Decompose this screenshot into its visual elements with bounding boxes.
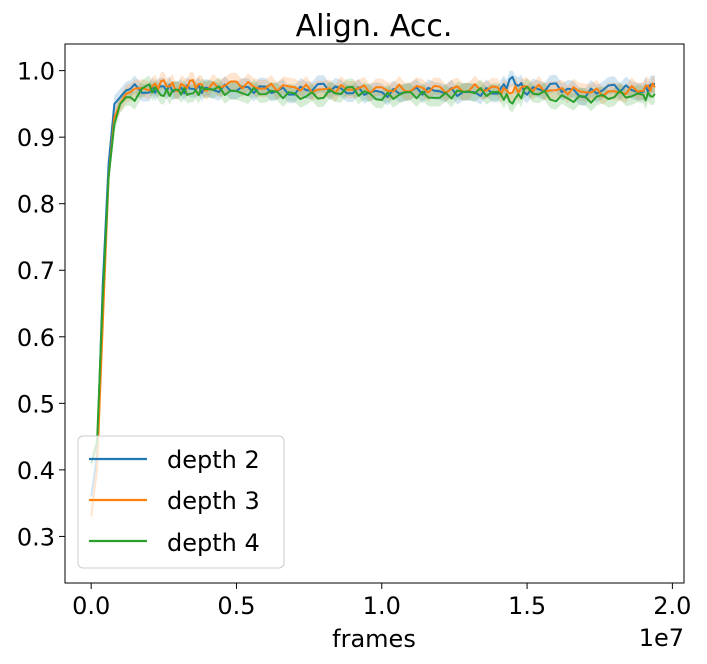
legend-label-depth-2: depth 2 (167, 446, 260, 474)
y-axis-ticks: 0.3 0.4 0.5 0.6 0.7 0.8 0.9 1.0 (17, 58, 65, 551)
series-line-depth-3 (90, 79, 656, 517)
series-line-depth-4 (90, 83, 656, 464)
x-axis-label: frames (332, 625, 416, 653)
y-tick-label: 0.6 (17, 324, 55, 352)
legend-label-depth-3: depth 3 (167, 487, 260, 515)
y-tick-label: 0.4 (17, 457, 55, 485)
series-lines (90, 75, 656, 517)
x-tick-label: 0.5 (217, 592, 255, 620)
y-tick-label: 0.3 (17, 523, 55, 551)
x-axis-ticks: 0.0 0.5 1.0 1.5 2.0 (72, 583, 691, 620)
x-tick-label: 0.0 (72, 592, 110, 620)
plot-frame (64, 43, 685, 584)
y-tick-label: 0.5 (17, 390, 55, 418)
x-tick-label: 2.0 (653, 592, 691, 620)
y-tick-label: 0.9 (17, 124, 55, 152)
legend-box (77, 435, 285, 569)
x-tick-label: 1.0 (363, 592, 401, 620)
x-tick-label: 1.5 (508, 592, 546, 620)
y-tick-label: 1.0 (17, 58, 55, 86)
y-tick-label: 0.8 (17, 191, 55, 219)
y-tick-label: 0.7 (17, 257, 55, 285)
chart-title: Align. Acc. (296, 9, 453, 44)
legend-label-depth-4: depth 4 (167, 529, 260, 557)
legend: depth 2 depth 3 depth 4 (77, 435, 285, 569)
series-line-depth-2 (90, 75, 656, 497)
x-axis-offset-label: 1e7 (639, 624, 684, 652)
